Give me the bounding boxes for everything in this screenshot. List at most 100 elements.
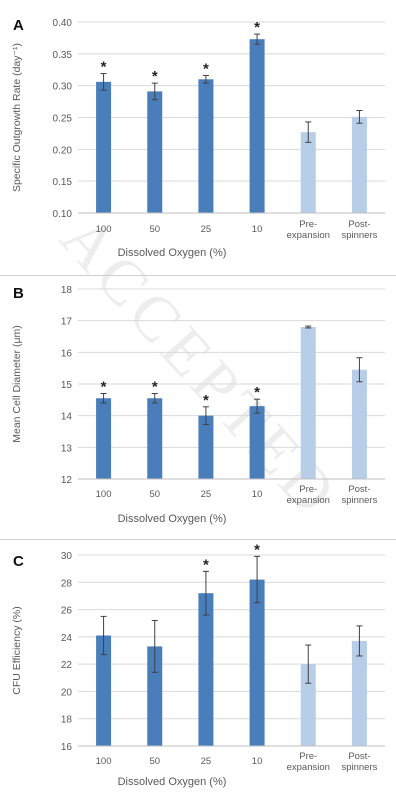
y-tick-label: 24 (61, 633, 73, 644)
x-tick-label-line: 10 (252, 756, 263, 767)
x-tick-label: 10 (252, 489, 263, 500)
y-axis-label: CFU Efficiency (%) (11, 606, 23, 695)
y-tick-label: 0.10 (53, 209, 73, 220)
x-tick-label: 50 (149, 489, 160, 500)
bar (249, 39, 265, 213)
x-tick-label-line: Post- (348, 751, 370, 762)
x-tick-label-line: expansion (287, 230, 330, 241)
bar (300, 132, 316, 213)
x-tick-label-line: 25 (201, 756, 212, 767)
y-tick-label: 30 (61, 551, 73, 562)
significance-marker: * (254, 541, 260, 558)
x-tick-label-line: Pre- (299, 484, 317, 495)
y-tick-label: 0.20 (53, 145, 73, 156)
bar (147, 398, 163, 479)
y-tick-label: 13 (61, 443, 73, 454)
significance-marker: * (152, 68, 158, 85)
x-tick-label: 25 (201, 224, 212, 235)
y-tick-label: 12 (61, 475, 73, 486)
y-tick-label: 0.25 (53, 114, 73, 125)
bar (96, 398, 112, 479)
y-tick-label: 15 (61, 380, 73, 391)
y-axis-label: Mean Cell Diameter (μm) (11, 325, 23, 443)
y-tick-label: 0.15 (53, 177, 73, 188)
chart-panel-c: C 16 18 20 22 24 26 28 30 CFU Efficiency (%) 100 50… (0, 540, 396, 798)
y-tick-label: 18 (61, 715, 73, 726)
x-tick-label: Post-spinners (341, 219, 377, 241)
bar (198, 415, 214, 479)
x-tick-label: 50 (149, 224, 160, 235)
x-tick-label-line: 10 (252, 489, 263, 500)
x-axis-label: Dissolved Oxygen (%) (118, 776, 227, 788)
y-tick-label: 26 (61, 606, 73, 617)
chart-panel-b: B 12 13 14 15 16 17 18 Mean Cell Diameter (μm) * 1… (0, 276, 396, 540)
x-tick-label: 100 (96, 756, 112, 767)
y-tick-label: 14 (61, 412, 73, 423)
chart-a-svg: A 0.10 0.15 0.20 0.25 0.30 0.35 0.40 Specific Ou… (11, 17, 385, 259)
x-tick-label: 25 (201, 756, 212, 767)
significance-marker: * (101, 59, 107, 76)
significance-marker: * (101, 379, 107, 396)
y-tick-label: 17 (61, 317, 73, 328)
significance-marker: * (203, 60, 209, 77)
significance-marker: * (203, 556, 209, 573)
x-axis-label: Dissolved Oxygen (%) (118, 513, 227, 525)
bar (351, 116, 367, 213)
y-tick-label: 16 (61, 348, 73, 359)
x-axis-label: Dissolved Oxygen (%) (118, 247, 227, 259)
x-tick-label-line: 50 (149, 224, 160, 235)
x-tick-label: 100 (96, 489, 112, 500)
x-tick-label-line: expansion (287, 495, 330, 506)
bar (147, 646, 163, 746)
x-tick-label-line: 25 (201, 489, 212, 500)
x-tick-label-line: spinners (341, 762, 377, 773)
bar (198, 79, 214, 213)
x-tick-label-line: 100 (96, 489, 112, 500)
y-axis-label: Specific Outgrowth Rate (day⁻¹) (11, 43, 23, 192)
bar (147, 91, 163, 213)
panel-label: A (13, 17, 24, 34)
panel-label: B (13, 285, 24, 302)
y-tick-label: 0.30 (53, 82, 73, 93)
x-tick-label: Pre-expansion (287, 219, 330, 241)
bar (96, 81, 112, 213)
x-tick-label: Post-spinners (341, 751, 377, 773)
x-tick-label-line: 100 (96, 224, 112, 235)
y-tick-label: 28 (61, 578, 73, 589)
x-tick-label: 50 (149, 756, 160, 767)
bar (351, 640, 367, 746)
panel-label: C (13, 553, 24, 570)
x-tick-label-line: spinners (341, 495, 377, 506)
bar (249, 406, 265, 479)
significance-marker: * (203, 392, 209, 409)
x-tick-label-line: 50 (149, 489, 160, 500)
chart-panel-a: A 0.10 0.15 0.20 0.25 0.30 0.35 0.40 Specific Ou… (0, 0, 396, 276)
bar (300, 327, 316, 479)
y-tick-label: 16 (61, 742, 73, 753)
x-tick-label-line: expansion (287, 762, 330, 773)
x-tick-label-line: spinners (341, 230, 377, 241)
x-tick-label-line: 100 (96, 756, 112, 767)
bar (96, 635, 112, 746)
x-tick-label: Pre-expansion (287, 484, 330, 506)
bar (249, 579, 265, 746)
x-tick-label-line: 50 (149, 756, 160, 767)
x-tick-label: Pre-expansion (287, 751, 330, 773)
x-tick-label: 10 (252, 756, 263, 767)
x-tick-label: 10 (252, 224, 263, 235)
bar (198, 593, 214, 746)
y-tick-label: 0.40 (53, 18, 73, 29)
x-tick-label: Post-spinners (341, 484, 377, 506)
y-tick-label: 22 (61, 660, 73, 671)
y-tick-label: 0.35 (53, 50, 73, 61)
significance-marker: * (254, 19, 260, 36)
bar (300, 664, 316, 746)
x-tick-label-line: Pre- (299, 219, 317, 230)
x-tick-label-line: 25 (201, 224, 212, 235)
chart-c-svg: C 16 18 20 22 24 26 28 30 CFU Efficiency (%) 100 50… (11, 541, 385, 788)
chart-b-svg: B 12 13 14 15 16 17 18 Mean Cell Diameter (μm) * 1… (11, 285, 385, 525)
x-tick-label-line: Post- (348, 484, 370, 495)
y-tick-label: 18 (61, 285, 73, 296)
x-tick-label-line: 10 (252, 224, 263, 235)
y-tick-label: 20 (61, 687, 73, 698)
